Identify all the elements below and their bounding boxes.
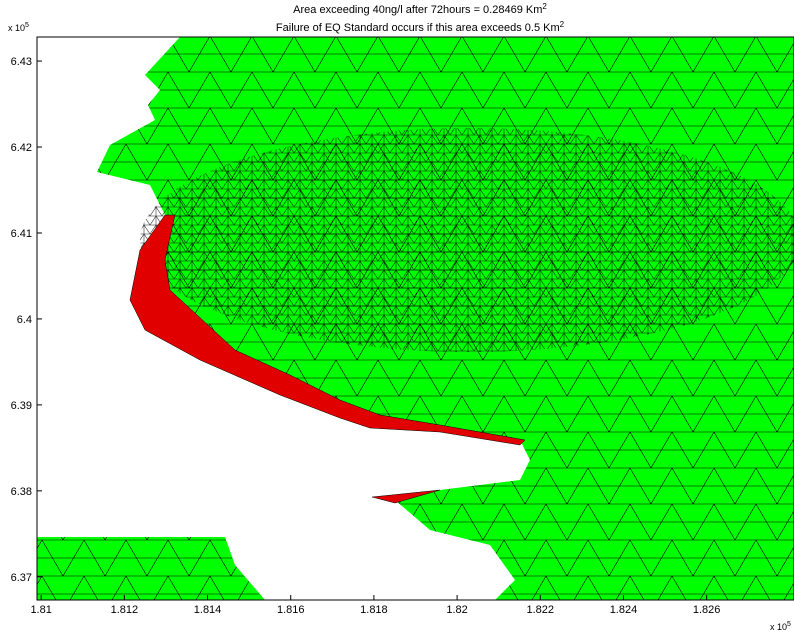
x-tick-label: 1.822 — [527, 604, 555, 616]
x-tick-label: 1.82 — [446, 604, 467, 616]
mesh-area — [37, 37, 794, 600]
island-mesh — [37, 537, 265, 600]
x-tick-label: 1.814 — [194, 604, 222, 616]
y-tick-label: 6.38 — [11, 486, 32, 498]
chart: Area exceeding 40ng/l after 72hours = 0.… — [0, 0, 794, 635]
x-multiplier: x 105 — [770, 621, 791, 632]
x-tick-label: 1.818 — [360, 604, 388, 616]
dense-mesh — [140, 128, 794, 352]
y-tick-label: 6.39 — [11, 400, 32, 412]
y-multiplier: x 105 — [8, 22, 29, 33]
y-tick-label: 6.4 — [17, 314, 32, 326]
chart-title: Area exceeding 40ng/l after 72hours = 0.… — [293, 2, 547, 16]
x-tick-label: 1.826 — [693, 604, 721, 616]
y-tick-label: 6.42 — [11, 142, 32, 154]
x-tick-label: 1.824 — [610, 604, 638, 616]
y-tick-label: 6.37 — [11, 572, 32, 584]
x-tick-label: 1.816 — [277, 604, 305, 616]
page: {"chart_data":{"type":"patch", "title":[… — [0, 0, 794, 635]
x-tick-label: 1.81 — [30, 604, 51, 616]
x-tick-label: 1.812 — [111, 604, 139, 616]
y-tick-label: 6.41 — [11, 228, 32, 240]
y-tick-label: 6.43 — [11, 56, 32, 68]
chart-subtitle: Failure of EQ Standard occurs if this ar… — [276, 20, 565, 34]
